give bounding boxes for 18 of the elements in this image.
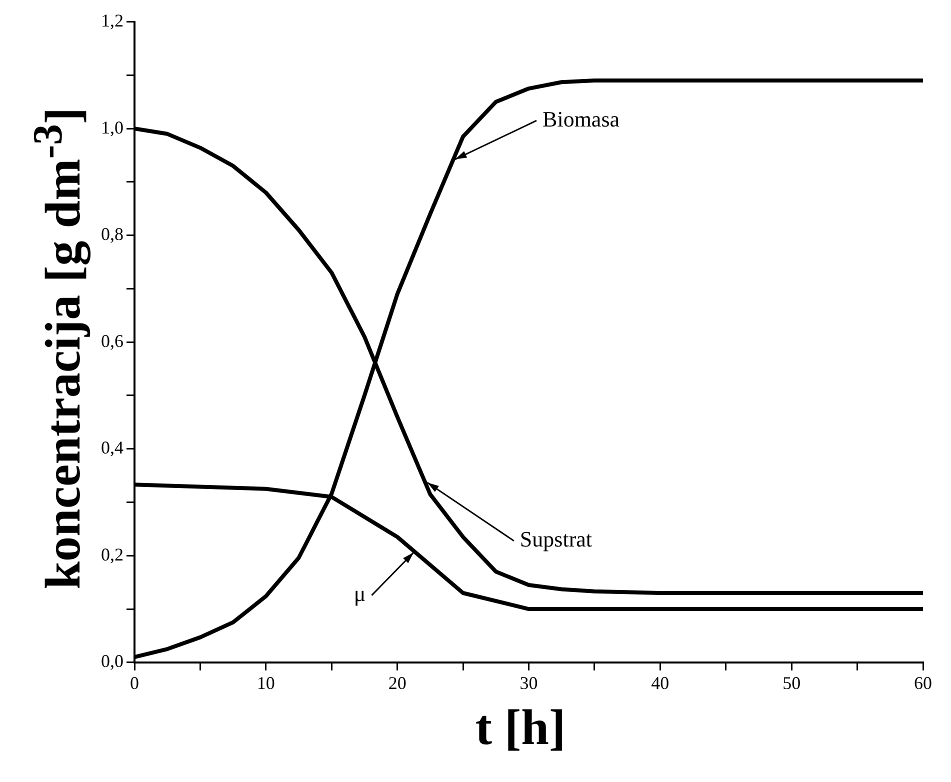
y-tick-label: 0,0 bbox=[101, 651, 124, 672]
y-tick-label: 0,2 bbox=[101, 544, 124, 564]
annotation: Supstrat bbox=[520, 526, 592, 552]
y-tick-label: 1,0 bbox=[101, 117, 124, 138]
x-tick-label: 30 bbox=[520, 672, 538, 693]
y-tick-label: 0,6 bbox=[101, 330, 124, 351]
y-tick-label: 0,4 bbox=[101, 438, 124, 458]
y-tick-label: 1,2 bbox=[101, 10, 124, 31]
y-tick-label: 0,8 bbox=[101, 224, 124, 244]
x-tick-label: 60 bbox=[914, 672, 932, 693]
annotation: Biomasa bbox=[542, 106, 620, 132]
x-tick-label: 20 bbox=[388, 672, 406, 693]
x-tick-label: 10 bbox=[256, 672, 275, 693]
x-tick-label: 40 bbox=[651, 672, 670, 693]
annotation: μ bbox=[354, 581, 366, 606]
x-axis-title: t [h] bbox=[474, 698, 567, 756]
x-tick-label: 0 bbox=[130, 672, 139, 693]
x-tick-label: 50 bbox=[782, 672, 801, 693]
